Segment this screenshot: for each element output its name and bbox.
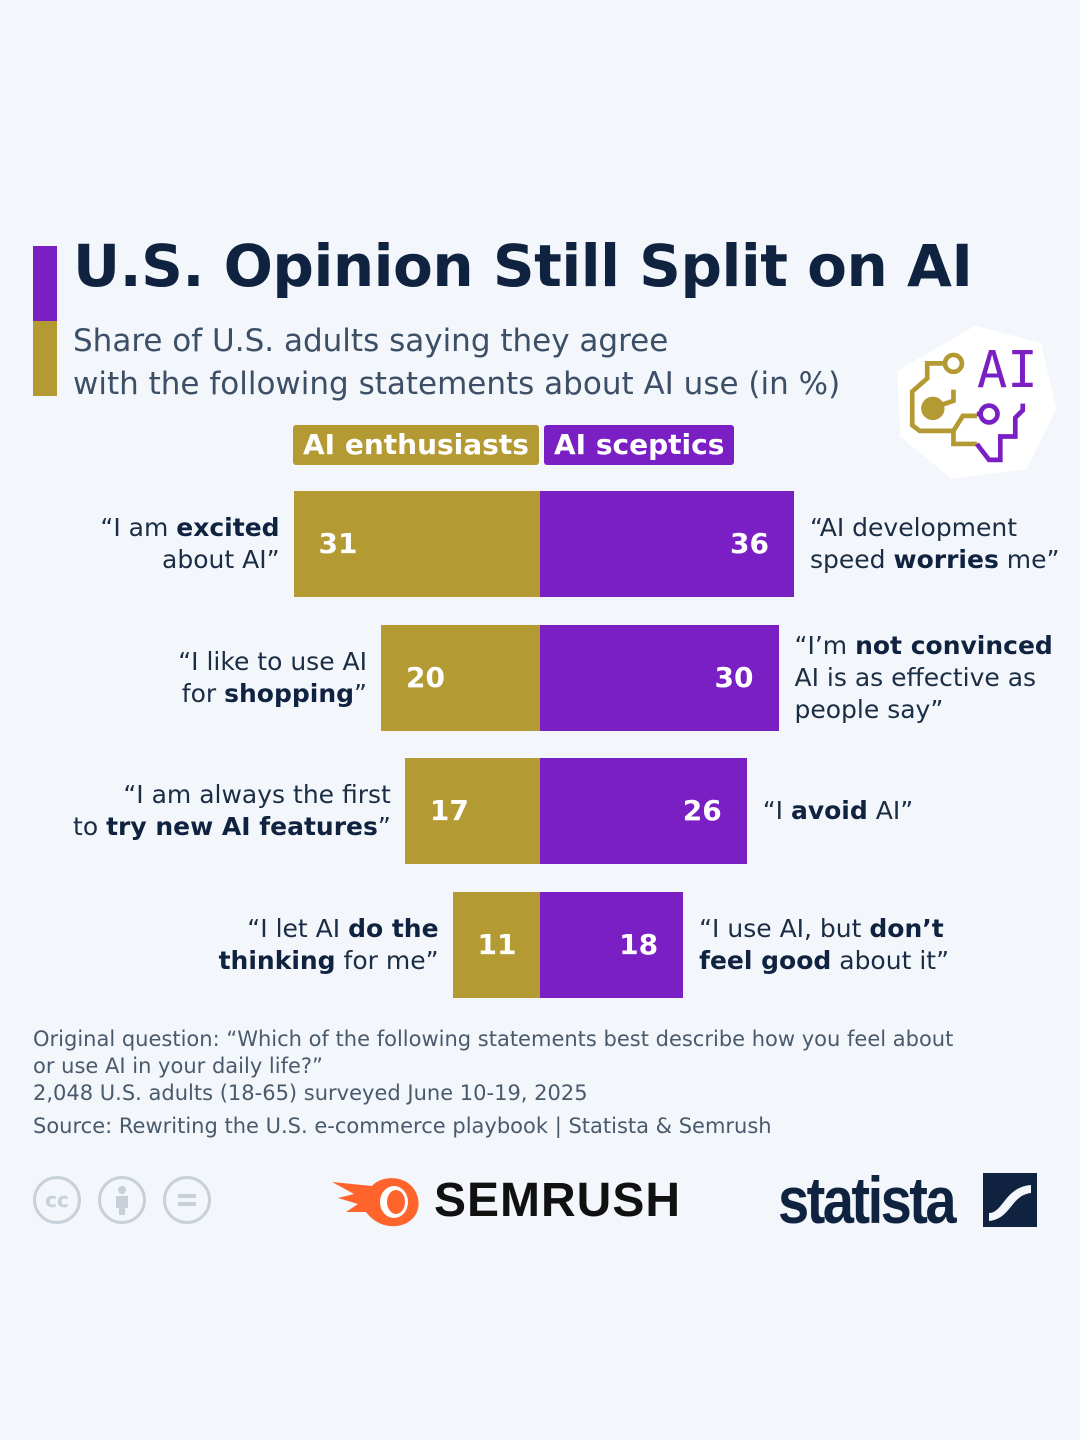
- label-text: “I am always the first: [123, 780, 391, 809]
- label-text: about it”: [831, 945, 950, 975]
- sceptic-bar: [540, 491, 794, 597]
- sceptic-statement-label: “I use AI, but don’t feel good about it”: [699, 913, 949, 977]
- label-line: people say”: [795, 694, 1053, 726]
- statista-mark-icon: [983, 1173, 1038, 1227]
- enthusiast-value-label: 17: [429, 794, 469, 827]
- ai-circuit-icon: AI: [897, 325, 1057, 479]
- label-text: AI is as effective as: [794, 662, 1037, 692]
- label-line: thinking for me”: [219, 945, 439, 977]
- person-icon: [116, 1186, 128, 1215]
- title-accent-purple: [33, 246, 57, 321]
- sceptic-value-label: 26: [682, 794, 722, 827]
- label-line: to try new AI features”: [73, 811, 391, 843]
- label-line: “I am excited: [100, 512, 279, 544]
- label-line: “I am always the first: [73, 779, 391, 811]
- note-line: Original question: “Which of the followi…: [33, 1027, 954, 1051]
- label-text: people say”: [794, 694, 944, 724]
- chart-subtitle: Share of U.S. adults saying they agree w…: [73, 320, 840, 406]
- enthusiast-statement-label: “I am excited about AI”: [100, 512, 279, 576]
- chart-title: U.S. Opinion Still Split on AI: [73, 232, 973, 300]
- label-line: “I use AI, but don’t: [699, 913, 949, 945]
- label-text: “I like to use AI: [178, 646, 367, 676]
- label-line: for shopping”: [178, 678, 367, 710]
- sceptic-value-label: 36: [730, 527, 769, 560]
- label-line: “I let AI do the: [219, 913, 439, 945]
- label-text: to: [73, 812, 107, 841]
- label-line: AI is as effective as: [795, 662, 1053, 694]
- label-line: “I like to use AI: [178, 646, 367, 678]
- label-emphasis: do the: [348, 913, 439, 943]
- label-emphasis: don’t: [869, 913, 944, 943]
- label-line: about AI”: [100, 544, 280, 576]
- label-line: speed worries me”: [810, 544, 1059, 576]
- semrush-fire-icon: [332, 1178, 419, 1227]
- label-line: “I avoid AI”: [763, 795, 913, 827]
- semrush-wordmark: SEMRUSH: [434, 1173, 682, 1227]
- label-emphasis: not convinced: [855, 630, 1053, 660]
- label-text: for: [181, 678, 225, 708]
- note-line: or use AI in your daily life?”: [33, 1054, 323, 1078]
- label-text: speed: [810, 545, 894, 574]
- enthusiast-bar: [381, 624, 540, 731]
- no-derivatives-icon[interactable]: [163, 1176, 211, 1224]
- sceptic-bar: [540, 758, 747, 864]
- label-text: “I let AI: [247, 913, 349, 943]
- ai-icon-text: AI: [977, 340, 1038, 399]
- sceptic-statement-label: “AI development speed worries me”: [810, 512, 1059, 576]
- legend-ai-enthusiasts: AI enthusiasts: [293, 425, 539, 465]
- label-text: about AI”: [162, 545, 280, 574]
- creative-commons-icon[interactable]: cc: [33, 1176, 81, 1224]
- enthusiast-bar: [452, 891, 540, 998]
- semrush-logo[interactable]: SEMRUSH: [332, 1172, 681, 1228]
- footnotes: Original question: “Which of the followi…: [33, 1026, 953, 1107]
- sceptic-statement-label: “I’m not convinced AI is as effective as p…: [795, 630, 1053, 726]
- enthusiast-statement-label: “I let AI do the thinking for me”: [219, 913, 439, 977]
- statista-wordmark: statista: [778, 1163, 957, 1237]
- label-line: feel good about it”: [699, 945, 949, 977]
- sceptic-bar: [540, 891, 684, 998]
- label-emphasis: feel good: [699, 945, 832, 975]
- legend-ai-sceptics: AI sceptics: [544, 425, 735, 465]
- attribution-icon[interactable]: [98, 1176, 146, 1224]
- label-emphasis: worries: [893, 545, 999, 574]
- enthusiast-statement-label: “I like to use AI for shopping”: [178, 646, 367, 710]
- statista-logo[interactable]: statista: [778, 1162, 1038, 1238]
- subtitle-line: with the following statements about AI u…: [73, 366, 841, 402]
- label-text: AI”: [867, 796, 914, 825]
- label-line: “I’m not convinced: [795, 630, 1053, 662]
- diverging-bar-chart: 31 “I am excited about AI” 20 “I like to use…: [0, 480, 1080, 1010]
- subtitle-line: Share of U.S. adults saying they agree: [73, 323, 669, 359]
- label-line: “AI development: [810, 512, 1059, 544]
- label-text: “I am: [100, 513, 177, 542]
- sceptic-value-label: 30: [714, 660, 754, 694]
- enthusiast-value-label: 11: [477, 927, 517, 961]
- enthusiast-statement-label: “I am always the first to try new AI feat…: [73, 779, 391, 843]
- enthusiast-value-label: 31: [318, 527, 358, 560]
- source-text[interactable]: Source: Rewriting the U.S. e-commerce pl…: [33, 1114, 772, 1138]
- sceptic-bar: [540, 624, 779, 731]
- sceptic-statement-label: “I avoid AI”: [763, 795, 913, 827]
- equals-icon: [178, 1194, 196, 1206]
- enthusiast-bar: [404, 758, 540, 864]
- title-accent-gold: [33, 321, 57, 396]
- label-text: “I: [762, 796, 791, 825]
- label-emphasis: excited: [176, 513, 280, 542]
- sceptic-value-label: 18: [619, 927, 659, 961]
- label-text: “I use AI, but: [699, 913, 870, 943]
- label-text: ”: [377, 812, 391, 841]
- label-text: me”: [998, 545, 1060, 574]
- enthusiast-bar: [293, 491, 540, 597]
- label-text: “AI development: [810, 513, 1018, 542]
- label-emphasis: avoid: [790, 796, 868, 825]
- enthusiast-value-label: 20: [406, 660, 445, 694]
- label-text: for me”: [335, 945, 439, 975]
- label-emphasis: thinking: [218, 945, 336, 975]
- label-text: “I’m: [794, 630, 856, 660]
- note-line: 2,048 U.S. adults (18-65) surveyed June …: [33, 1081, 588, 1105]
- label-text: ”: [354, 678, 367, 708]
- label-emphasis: shopping: [224, 678, 355, 708]
- label-emphasis: try new AI features: [106, 812, 378, 841]
